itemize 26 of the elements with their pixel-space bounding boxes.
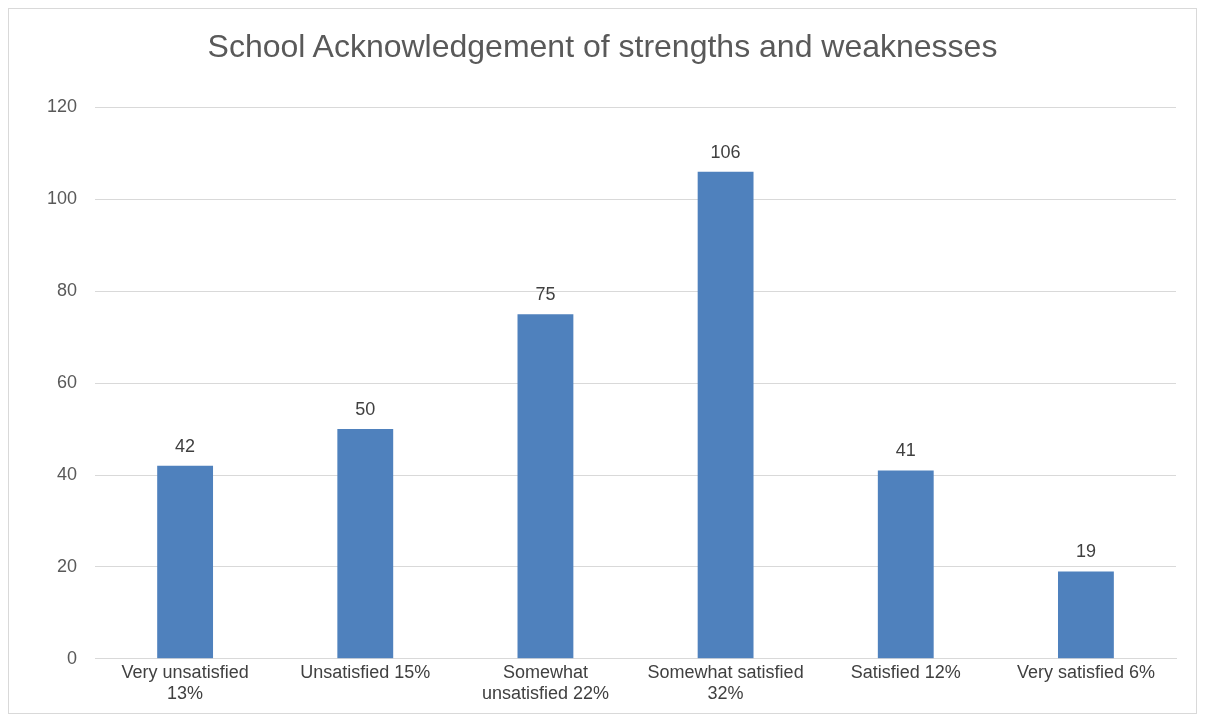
bar <box>337 429 394 659</box>
bar <box>1057 571 1114 659</box>
chart-title: School Acknowledgement of strengths and weaknesses <box>207 28 998 65</box>
y-tick-label: 80 <box>57 280 78 301</box>
bar <box>877 470 934 659</box>
bar <box>157 465 214 659</box>
data-label: 106 <box>710 141 741 162</box>
data-label: 75 <box>535 284 556 305</box>
y-tick-label: 40 <box>57 463 78 484</box>
x-tick-label: Unsatisfied 15% <box>300 661 431 682</box>
x-tick-label: Somewhat satisfied 32% <box>647 661 804 704</box>
y-tick-label: 20 <box>57 555 78 576</box>
data-label: 50 <box>355 399 376 420</box>
bar <box>697 171 754 659</box>
y-tick-label: 120 <box>46 96 78 117</box>
y-tick-label: 0 <box>67 647 78 668</box>
x-tick-label: Very unsatisfied 13% <box>121 661 249 704</box>
x-tick-label: Somewhat unsatisfied 22% <box>481 661 609 704</box>
bar <box>517 314 574 659</box>
x-tick-label: Very satisfied 6% <box>1016 661 1155 682</box>
y-tick-label: 100 <box>46 188 78 209</box>
x-tick-label: Satisfied 12% <box>850 661 961 682</box>
y-tick-label: 60 <box>57 372 78 393</box>
data-label: 19 <box>1075 541 1096 562</box>
data-label: 41 <box>895 440 916 461</box>
data-label: 42 <box>175 435 196 456</box>
